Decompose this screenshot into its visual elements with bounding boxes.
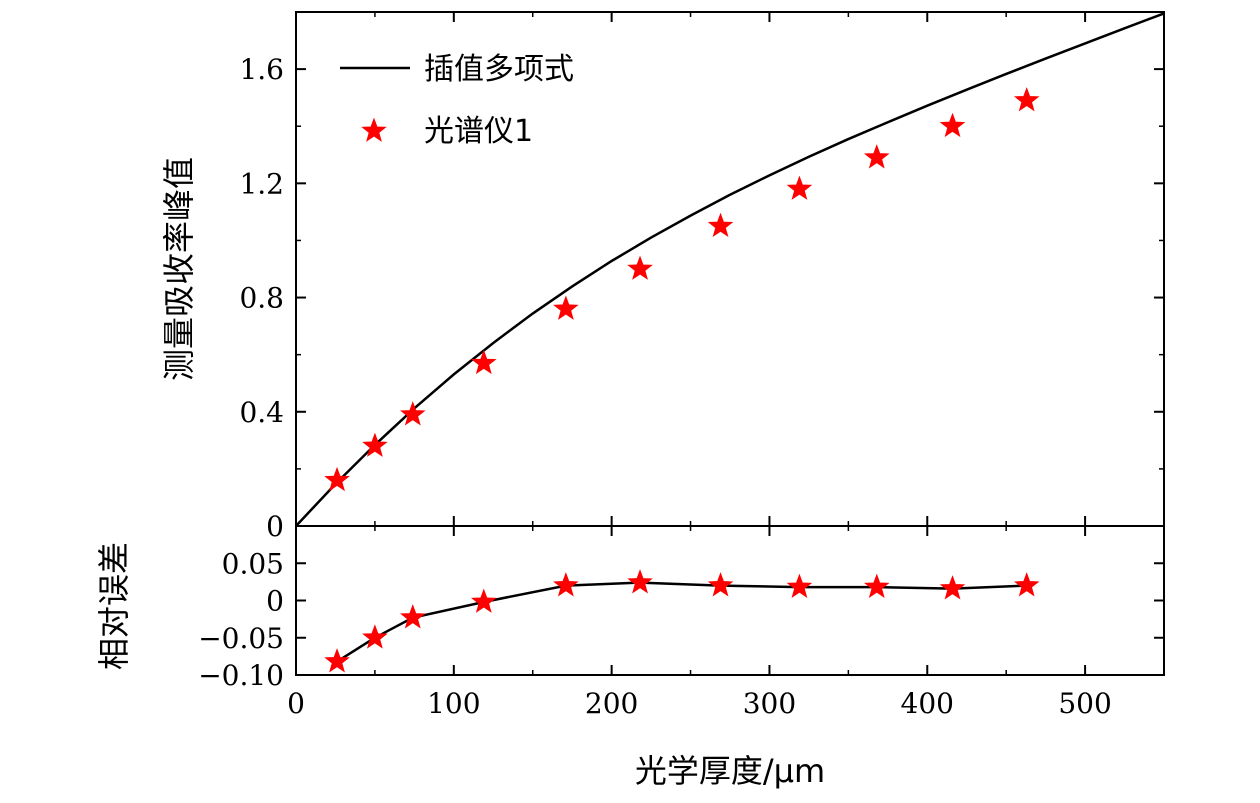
relative-error-line bbox=[336, 581, 1027, 663]
relative-error-star-point bbox=[707, 572, 734, 597]
bottom-plot-area bbox=[324, 569, 1040, 673]
relative-error-star-point bbox=[399, 604, 426, 629]
spectrometer-star-point bbox=[939, 112, 966, 138]
top-y-tick-label: 1.6 bbox=[239, 53, 284, 86]
top-plot-frame bbox=[295, 11, 1165, 527]
x-axis-title: 光学厚度/μm bbox=[635, 752, 825, 790]
bottom-x-tick-label: 100 bbox=[427, 687, 480, 720]
spectrometer-star-point bbox=[553, 295, 579, 320]
bottom-y-tick-label: −0.10 bbox=[198, 659, 284, 692]
spectrometer-star-point bbox=[324, 466, 350, 492]
spectrometer-star-point bbox=[362, 432, 388, 457]
legend: 插值多项式 光谱仪1 bbox=[340, 52, 574, 149]
bottom-y-axis-title: 相对误差 bbox=[95, 542, 133, 670]
relative-error-star-point bbox=[362, 624, 388, 649]
spectrometer-star-point bbox=[786, 175, 813, 200]
top-y-tick-label: 0 bbox=[266, 510, 284, 543]
bottom-x-tick-label: 200 bbox=[585, 687, 638, 720]
bottom-x-tick-label: 500 bbox=[1058, 687, 1111, 720]
spectrometer-star-point bbox=[399, 401, 426, 426]
top-y-axis-title: 测量吸收率峰值 bbox=[160, 157, 198, 381]
bottom-x-tick-label: 400 bbox=[901, 687, 954, 720]
bottom-x-tick-label: 0 bbox=[287, 687, 305, 720]
top-plot-area bbox=[295, 12, 1165, 527]
relative-error-star-point bbox=[786, 573, 813, 598]
relative-error-star-point bbox=[553, 572, 579, 597]
spectrometer-star-point bbox=[627, 255, 653, 280]
spectrometer-star-point bbox=[1013, 87, 1040, 112]
top-y-tick-label: 0.8 bbox=[239, 282, 284, 315]
relative-error-star-point bbox=[324, 648, 350, 673]
top-y-tick-label: 1.2 bbox=[239, 167, 284, 200]
legend-label-spectrometer: 光谱仪1 bbox=[424, 114, 533, 149]
spectrometer-star-point bbox=[707, 212, 734, 238]
legend-star-swatch bbox=[361, 117, 387, 142]
relative-error-star-point bbox=[939, 575, 966, 600]
legend-star-marker bbox=[361, 117, 387, 142]
bottom-y-tick-label: 0 bbox=[266, 585, 284, 618]
relative-error-star-point bbox=[471, 588, 497, 613]
top-y-tick-label: 0.4 bbox=[239, 396, 284, 429]
interpolation-curve bbox=[295, 12, 1165, 527]
bottom-y-tick-label: 0.05 bbox=[222, 547, 284, 580]
legend-label-interp: 插值多项式 bbox=[424, 52, 574, 87]
bottom-x-tick-label: 300 bbox=[743, 687, 796, 720]
relative-error-star-point bbox=[1013, 572, 1040, 597]
spectrometer-star-point bbox=[863, 144, 890, 169]
bottom-y-tick-label: −0.05 bbox=[198, 622, 284, 655]
top-ticks-group: 0 0.4 0.8 1.2 1.6 bbox=[239, 11, 1164, 543]
relative-error-star-point bbox=[863, 573, 890, 598]
relative-error-star-point bbox=[627, 569, 653, 594]
bottom-plot-frame bbox=[295, 525, 1165, 676]
spectrometer-star-point bbox=[471, 349, 497, 375]
